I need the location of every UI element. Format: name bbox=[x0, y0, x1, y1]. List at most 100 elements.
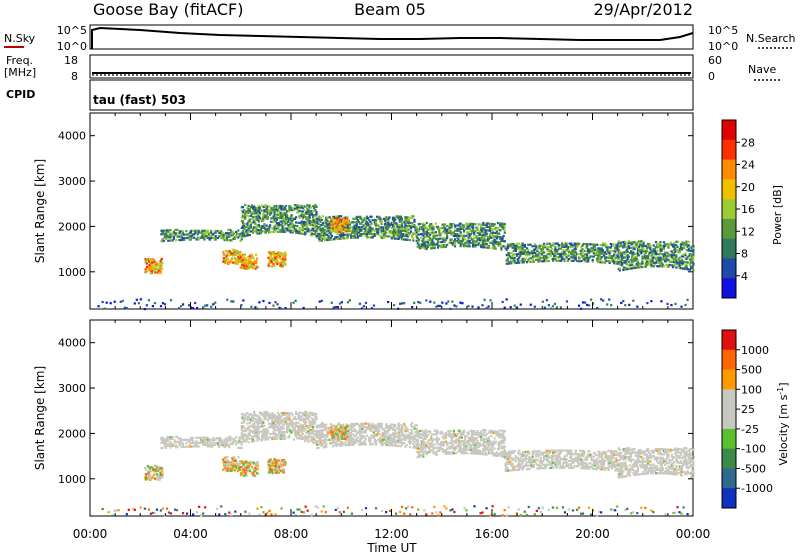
echo-cell bbox=[340, 230, 343, 233]
echo-cell bbox=[519, 247, 522, 250]
echo-cell bbox=[687, 268, 690, 271]
echo-cell bbox=[564, 249, 567, 252]
echo-cell bbox=[389, 437, 392, 440]
echo-cell bbox=[305, 217, 308, 220]
echo-cell bbox=[315, 211, 318, 214]
echo-cell bbox=[164, 236, 168, 239]
echo-cell bbox=[291, 219, 294, 222]
echo-cell bbox=[597, 250, 600, 253]
echo-cell bbox=[313, 421, 316, 424]
echo-cell bbox=[249, 206, 252, 209]
echo-cell bbox=[272, 262, 275, 266]
echo-cell bbox=[507, 245, 511, 248]
echo-cell bbox=[184, 438, 187, 441]
echo-cell bbox=[206, 440, 209, 443]
echo-cell bbox=[307, 218, 310, 221]
echo-cell bbox=[269, 426, 272, 429]
echo-cell bbox=[307, 440, 310, 443]
echo-cell bbox=[541, 251, 545, 254]
echo-cell bbox=[233, 262, 236, 265]
echo-cell bbox=[246, 418, 249, 422]
echo-cell bbox=[516, 246, 520, 249]
echo-cell bbox=[422, 439, 425, 442]
echo-cell bbox=[632, 241, 635, 244]
echo-cell bbox=[266, 212, 269, 215]
echo-cell bbox=[386, 438, 389, 441]
echo-cell bbox=[447, 430, 450, 433]
echo-cell bbox=[252, 430, 255, 433]
echo-cell bbox=[316, 441, 319, 445]
echo-cell bbox=[596, 250, 599, 253]
echo-cell bbox=[572, 259, 575, 262]
echo-cell bbox=[438, 229, 441, 232]
echo-cell bbox=[584, 256, 588, 259]
echo-cell bbox=[334, 231, 337, 234]
echo-cell bbox=[423, 431, 426, 434]
echo-cell bbox=[164, 232, 168, 236]
echo-cell bbox=[432, 226, 435, 229]
echo-cell bbox=[467, 231, 470, 234]
echo-cell bbox=[206, 229, 209, 232]
echo-cell bbox=[245, 210, 248, 213]
echo-cell bbox=[443, 231, 446, 235]
echo-cell bbox=[514, 253, 517, 256]
velocity-echoes bbox=[101, 410, 695, 518]
echo-cell bbox=[202, 440, 205, 443]
echo-cell bbox=[216, 443, 220, 447]
echo-cell bbox=[332, 306, 335, 309]
echo-cell bbox=[569, 251, 572, 254]
echo-cell bbox=[456, 229, 459, 232]
echo-cell bbox=[654, 246, 658, 249]
echo-cell bbox=[574, 258, 577, 261]
echo-cell bbox=[270, 251, 273, 254]
echo-cell bbox=[601, 242, 604, 245]
echo-cell bbox=[404, 233, 407, 236]
echo-cell bbox=[287, 218, 290, 222]
echo-cell bbox=[308, 414, 311, 418]
echo-cell bbox=[327, 426, 330, 429]
echo-cell bbox=[300, 437, 303, 440]
echo-cell bbox=[276, 422, 280, 425]
echo-cell bbox=[412, 446, 415, 449]
echo-cell bbox=[346, 438, 349, 442]
echo-cell bbox=[228, 239, 231, 242]
echo-cell bbox=[237, 232, 240, 236]
echo-cell bbox=[310, 220, 314, 223]
echo-cell bbox=[686, 240, 689, 243]
echo-cell bbox=[674, 247, 677, 250]
echo-cell bbox=[434, 222, 437, 225]
echo-cell bbox=[363, 231, 366, 234]
echo-cell bbox=[413, 437, 416, 441]
echo-cell bbox=[472, 240, 475, 243]
echo-cell bbox=[601, 249, 604, 252]
echo-cell bbox=[421, 429, 424, 432]
echo-cell bbox=[279, 258, 282, 261]
echo-cell bbox=[311, 215, 315, 218]
echo-cell bbox=[360, 234, 363, 237]
echo-cell bbox=[692, 251, 695, 255]
echo-cell bbox=[614, 255, 617, 258]
echo-cell bbox=[541, 300, 544, 303]
echo-cell bbox=[615, 248, 618, 251]
echo-cell bbox=[164, 238, 168, 241]
echo-cell bbox=[319, 436, 322, 439]
echo-cell bbox=[218, 445, 221, 448]
echo-cell bbox=[658, 259, 661, 263]
echo-cell bbox=[338, 423, 341, 427]
echo-cell bbox=[275, 215, 278, 218]
echo-cell bbox=[305, 210, 308, 214]
echo-cell bbox=[240, 435, 243, 438]
echo-cell bbox=[306, 435, 309, 438]
echo-cell bbox=[249, 264, 253, 267]
echo-cell bbox=[433, 429, 436, 432]
echo-cell bbox=[212, 233, 215, 236]
echo-cell bbox=[245, 429, 248, 432]
echo-cell bbox=[641, 248, 644, 251]
echo-cell bbox=[397, 439, 400, 442]
echo-cell bbox=[329, 236, 332, 239]
echo-cell bbox=[309, 234, 312, 237]
echo-cell bbox=[450, 233, 453, 236]
echo-cell bbox=[385, 443, 388, 447]
echo-cell bbox=[236, 232, 239, 235]
echo-cell bbox=[259, 232, 263, 235]
